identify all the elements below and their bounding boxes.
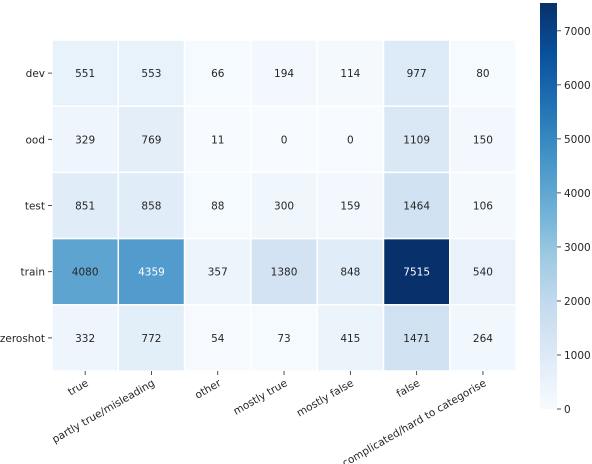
cell-value-label: 114 [340, 68, 360, 80]
cell-value-label: 1109 [403, 134, 430, 146]
heatmap-cell-train-5 [382, 237, 451, 306]
heatmap-cell-ood-2 [183, 105, 252, 174]
x-tick-label: mostly true [231, 377, 289, 418]
cell-value-label: 11 [211, 134, 224, 146]
heatmap-cell-train-1 [117, 237, 186, 306]
colorbar-tick-label: 7000 [564, 26, 591, 38]
cell-value-label: 540 [473, 267, 493, 279]
x-tick-label: false [395, 377, 423, 400]
heatmap-cell-ood-4 [316, 105, 385, 174]
cell-value-label: 772 [141, 333, 161, 345]
cell-value-label: 848 [340, 267, 360, 279]
cell-value-label: 4359 [138, 267, 165, 279]
heatmap-cell-dev-1 [117, 39, 186, 107]
heatmap-cell-test-1 [117, 171, 186, 240]
cell-value-label: 415 [340, 333, 360, 345]
cell-value-label: 0 [347, 134, 354, 146]
heatmap-cell-test-2 [183, 171, 252, 240]
heatmap-cell-dev-5 [382, 39, 451, 107]
cell-value-label: 7515 [403, 267, 430, 279]
colorbar-tick-label: 4000 [564, 188, 591, 200]
cell-value-label: 1464 [403, 201, 430, 213]
cell-value-label: 1471 [403, 333, 430, 345]
cell-value-label: 977 [407, 68, 427, 80]
cell-value-label: 194 [274, 68, 294, 80]
heatmap-cell-train-0 [51, 237, 120, 306]
colorbar: 0 1000 2000 3000 4000 5000 6000 7000 [540, 3, 591, 416]
heatmap-cell-test-5 [382, 171, 451, 240]
colorbar-tick-label: 3000 [564, 242, 591, 254]
cell-value-label: 1380 [271, 267, 298, 279]
heatmap-cell-ood-6 [449, 105, 517, 174]
heatmap-cell-train-6 [449, 237, 517, 306]
heatmap-cell-test-6 [449, 171, 517, 240]
x-tick-label: true [66, 377, 91, 398]
colorbar-gradient [540, 3, 557, 409]
cell-value-label: 106 [473, 201, 493, 213]
cell-value-label: 0 [281, 134, 288, 146]
cell-value-label: 329 [75, 134, 95, 146]
y-tick-label-test: test [25, 201, 45, 213]
cell-value-label: 73 [277, 333, 290, 345]
cell-value-label: 88 [211, 201, 224, 213]
y-axis: dev ood test train zeroshot [0, 68, 52, 345]
cell-value-label: 851 [75, 201, 95, 213]
heatmap-cells [51, 39, 517, 372]
cell-value-label: 150 [473, 134, 493, 146]
colorbar-tick-label: 6000 [564, 80, 591, 92]
cell-value-label: 858 [141, 201, 161, 213]
heatmap-cell-zeroshot-0 [51, 304, 120, 372]
cell-value-label: 4080 [72, 267, 99, 279]
cell-value-label: 300 [274, 201, 294, 213]
colorbar-tick-label: 2000 [564, 296, 591, 308]
cell-value-label: 553 [141, 68, 161, 80]
y-tick-label-train: train [21, 267, 45, 279]
cell-value-label: 769 [141, 134, 161, 146]
x-tick-label: mostly false [295, 377, 356, 419]
cell-value-label: 551 [75, 68, 95, 80]
heatmap-cell-test-4 [316, 171, 385, 240]
cell-value-label: 332 [75, 333, 95, 345]
colorbar-tick-label: 1000 [564, 350, 591, 362]
y-tick-label-dev: dev [26, 68, 45, 80]
cell-value-label: 66 [211, 68, 225, 80]
heatmap-cell-zeroshot-2 [183, 304, 252, 372]
cell-value-label: 54 [211, 333, 225, 345]
cell-value-labels: 551 553 66 194 114 977 80 329 769 11 0 0 1109 150 851 8… [72, 68, 494, 345]
cell-value-label: 264 [473, 333, 493, 345]
colorbar-tick-label: 5000 [564, 134, 591, 146]
cell-value-label: 159 [340, 201, 360, 213]
x-tick-label: other [193, 377, 224, 402]
cell-value-label: 80 [476, 68, 489, 80]
colorbar-tick-label: 0 [564, 404, 571, 416]
y-tick-label-zeroshot: zeroshot [0, 333, 45, 345]
y-tick-label-ood: ood [25, 134, 45, 146]
heatmap-cell-test-3 [250, 171, 318, 240]
cell-value-label: 357 [208, 267, 228, 279]
heatmap-cell-dev-0 [51, 39, 120, 107]
